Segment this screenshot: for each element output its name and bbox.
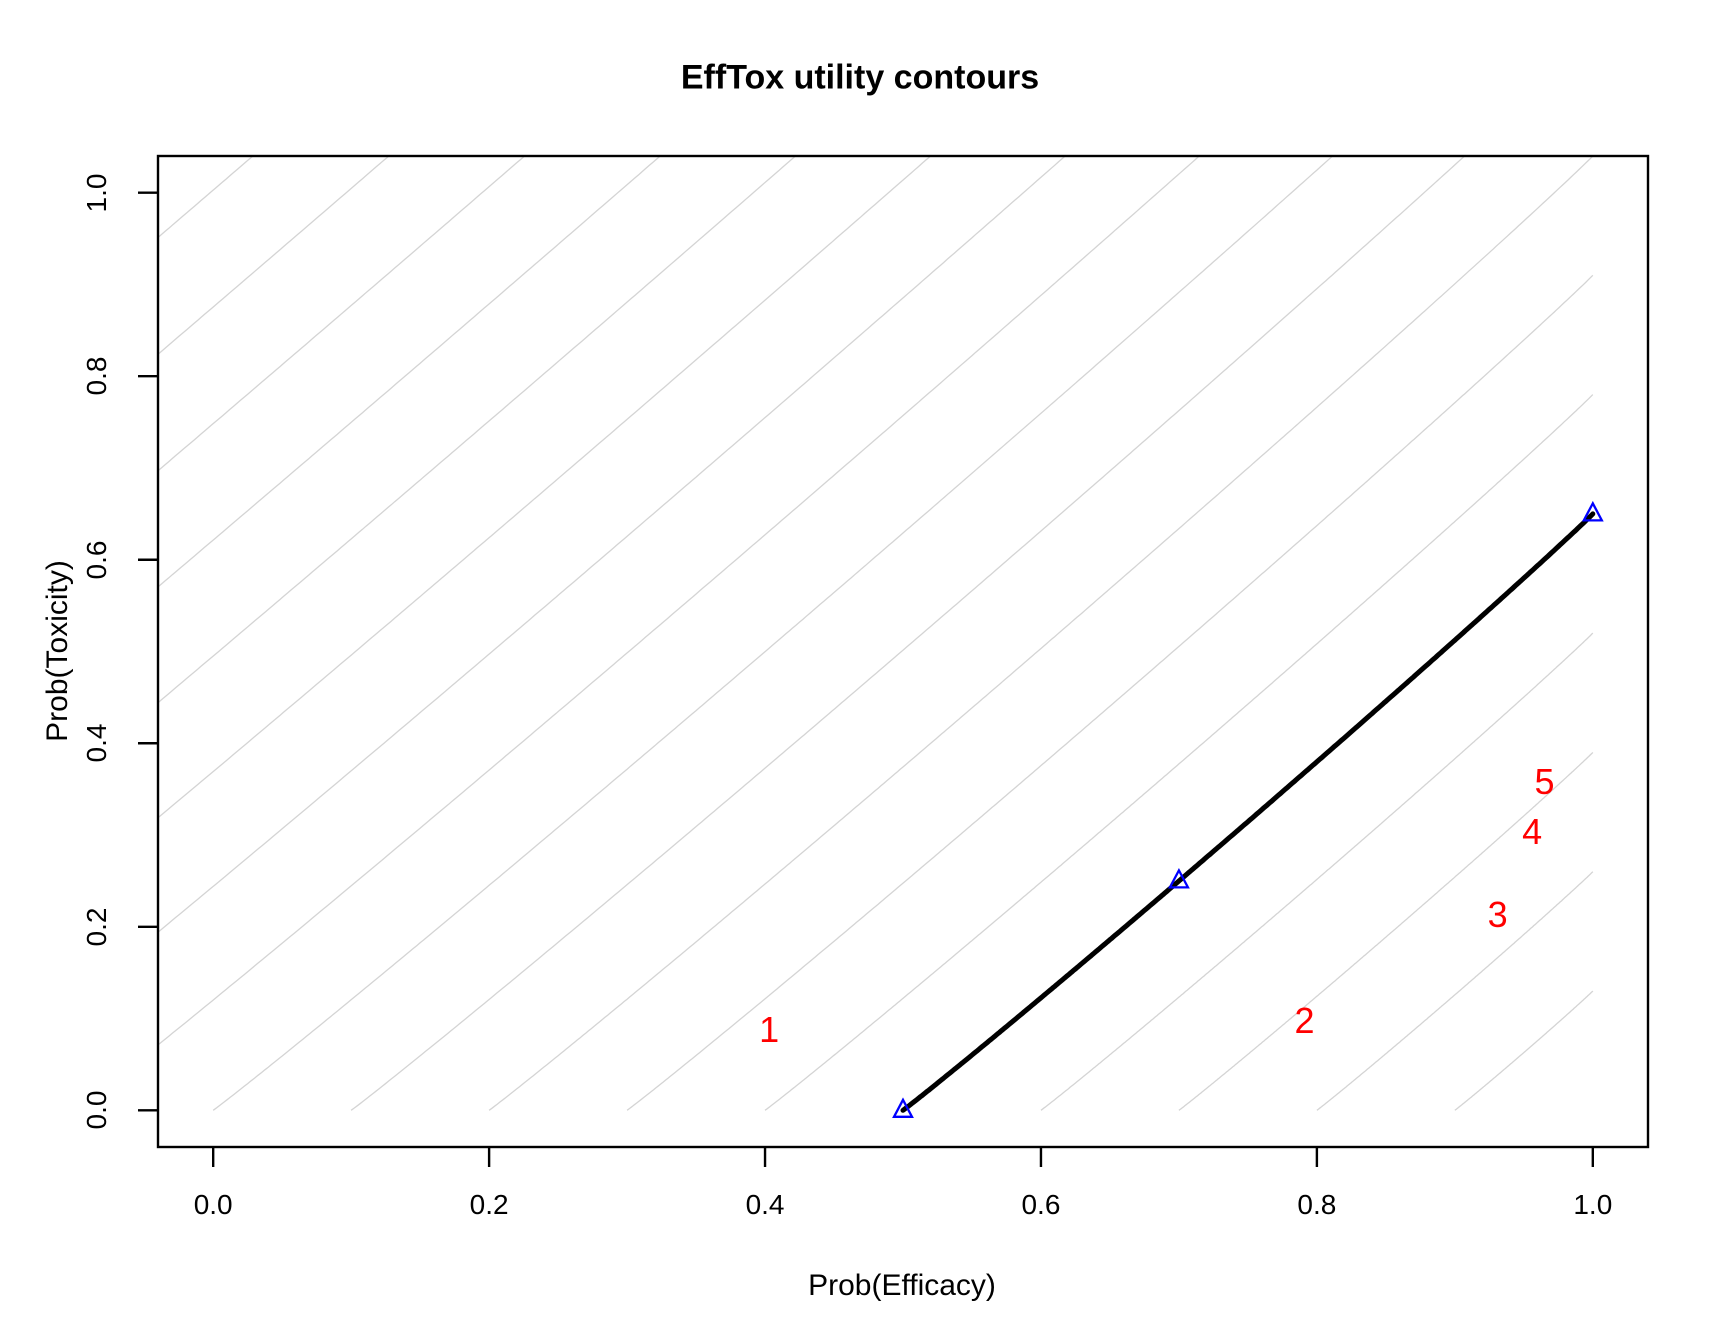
utility-contour-line	[212, 155, 1334, 1111]
y-tick-label: 0.2	[81, 907, 112, 947]
target-contour-line	[900, 511, 1596, 1113]
utility-contour-line	[157, 155, 796, 704]
dose-label-2: 2	[1294, 1000, 1315, 1042]
utility-contour-line	[350, 155, 1466, 1111]
utility-contour-line	[626, 274, 1594, 1111]
x-tick-label: 0.2	[469, 1189, 509, 1220]
y-tick-label: 0.6	[81, 540, 112, 580]
x-tick-label: 0.8	[1297, 1189, 1337, 1220]
x-tick-label: 0.4	[745, 1189, 785, 1220]
x-tick-label: 1.0	[1573, 1189, 1613, 1220]
dose-label-1: 1	[759, 1009, 780, 1051]
plot-border	[156, 154, 1650, 1149]
y-tick-label: 1.0	[81, 173, 112, 213]
x-tick-label: 0.0	[193, 1189, 233, 1220]
utility-contour-line	[157, 155, 526, 472]
utility-contour-line	[764, 394, 1594, 1111]
chart-title: EffTox utility contours	[680, 58, 1040, 97]
y-tick-label: 0.0	[81, 1090, 112, 1130]
utility-contour-line	[157, 155, 390, 355]
y-tick-label: 0.8	[81, 356, 112, 396]
utility-contour-line	[157, 155, 932, 819]
y-tick-label: 0.4	[81, 723, 112, 763]
x-tick-label: 0.6	[1021, 1189, 1061, 1220]
y-axis-title: Prob(Toxicity)	[41, 560, 74, 742]
dose-label-4: 4	[1522, 811, 1543, 853]
hinge-point-marker	[1168, 867, 1190, 889]
utility-contour-line	[157, 155, 661, 588]
utility-contour-line	[488, 155, 1594, 1111]
utility-contour-line	[1316, 871, 1594, 1111]
utility-contour-line	[157, 155, 1200, 1046]
utility-contour-line	[1454, 990, 1594, 1111]
hinge-point-marker	[892, 1097, 914, 1118]
utility-contour-line	[1178, 751, 1594, 1111]
hinge-point-marker	[1581, 500, 1604, 522]
utility-contour-line	[157, 155, 254, 238]
utility-contour-line	[157, 155, 1066, 933]
x-axis-title: Prob(Efficacy)	[808, 1269, 996, 1302]
utility-contour-line	[1040, 632, 1594, 1111]
dose-label-3: 3	[1487, 893, 1508, 935]
dose-label-5: 5	[1534, 760, 1555, 802]
